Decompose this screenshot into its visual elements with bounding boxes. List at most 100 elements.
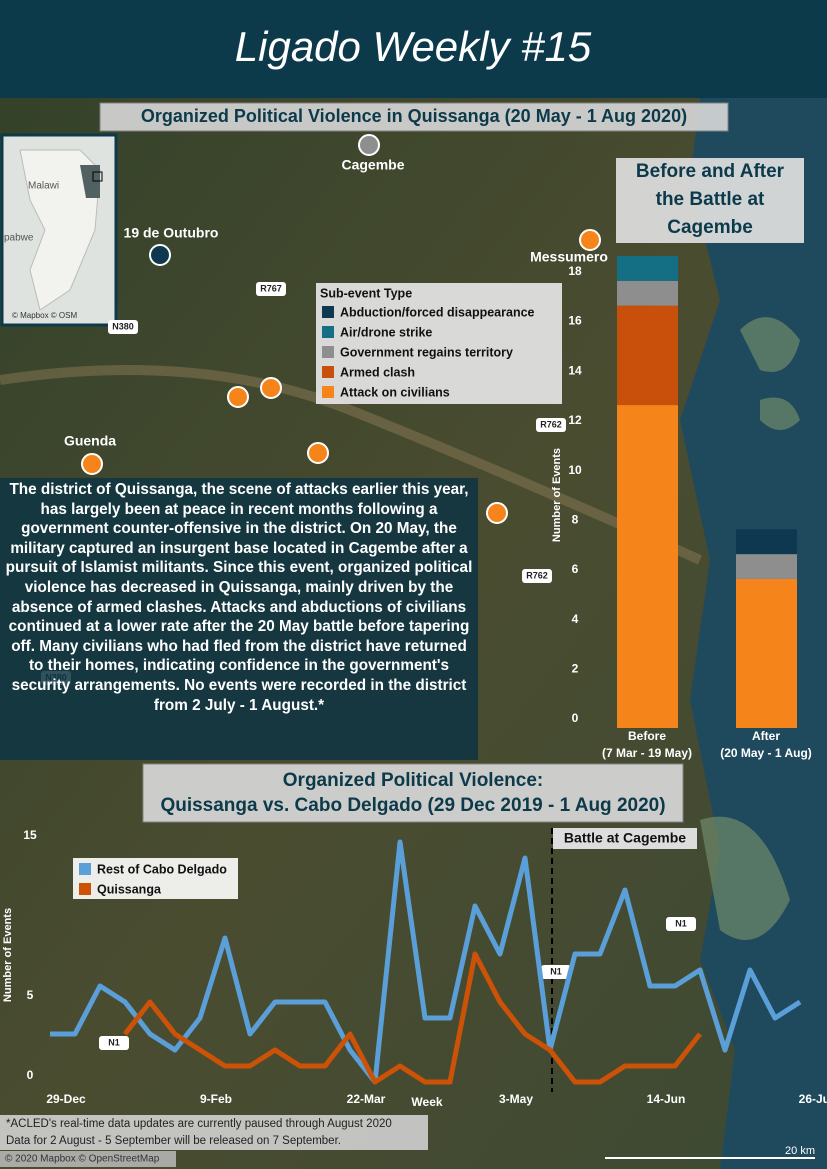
road-badge bbox=[541, 965, 571, 979]
inset-label: Malawi bbox=[28, 181, 59, 192]
legend-label: Abduction/forced disappearance bbox=[340, 305, 535, 319]
legend-swatch bbox=[322, 366, 334, 378]
bar-segment bbox=[736, 554, 797, 579]
event-marker bbox=[227, 386, 249, 408]
road-badge bbox=[536, 418, 566, 432]
event-marker bbox=[149, 244, 171, 266]
x-tick-label: 22-Mar bbox=[347, 1092, 386, 1106]
legend-label: Attack on civilians bbox=[340, 385, 450, 399]
y-tick-label: 5 bbox=[27, 988, 34, 1002]
annotation-box bbox=[553, 828, 697, 849]
road-label: N1 bbox=[108, 1037, 120, 1047]
road-badge bbox=[108, 320, 138, 334]
event-marker bbox=[307, 442, 329, 464]
credit-box bbox=[0, 1151, 176, 1167]
inset-country bbox=[19, 149, 101, 311]
bar-segment bbox=[617, 256, 678, 281]
x-tick-label: After bbox=[752, 729, 780, 743]
header-title: Ligado Weekly #15 bbox=[235, 23, 592, 70]
legend-label: Rest of Cabo Delgado bbox=[97, 862, 227, 876]
legend-swatch bbox=[79, 883, 91, 895]
legend-swatch bbox=[322, 326, 334, 338]
y-tick-label: 4 bbox=[572, 612, 579, 626]
bar-segment bbox=[617, 405, 678, 728]
inset-highlight bbox=[80, 165, 100, 198]
event-marker bbox=[260, 377, 282, 399]
road-label: R767 bbox=[260, 283, 282, 293]
road-badge bbox=[256, 282, 286, 296]
road-badge bbox=[666, 917, 696, 931]
legend-swatch bbox=[322, 306, 334, 318]
y-axis-label: Number of Events bbox=[551, 448, 563, 542]
road-label: N1 bbox=[550, 966, 562, 976]
y-tick-label: 2 bbox=[572, 661, 579, 675]
y-tick-label: 10 bbox=[568, 463, 582, 477]
road-label: N1 bbox=[675, 918, 687, 928]
y-tick-label: 16 bbox=[568, 314, 582, 328]
road-badge bbox=[99, 1036, 129, 1050]
road-badge bbox=[522, 569, 552, 583]
series-line bbox=[50, 839, 802, 1085]
inset-label: pabwe bbox=[4, 233, 34, 244]
event-marker bbox=[486, 502, 508, 524]
y-tick-label: 12 bbox=[568, 413, 582, 427]
event-marker bbox=[579, 229, 601, 251]
legend-label: Quissanga bbox=[97, 882, 162, 896]
legend-swatch bbox=[322, 346, 334, 358]
y-tick-label: 14 bbox=[568, 363, 582, 377]
series-line bbox=[123, 951, 702, 1085]
line-legend-box bbox=[73, 858, 238, 899]
road-label: R762 bbox=[526, 570, 548, 580]
chart-title: Organized Political Violence: bbox=[283, 770, 543, 791]
road-label: R762 bbox=[540, 419, 562, 429]
inset-marker bbox=[92, 171, 103, 182]
event-marker bbox=[81, 453, 103, 475]
y-tick-label: 15 bbox=[23, 828, 37, 842]
y-tick-label: 8 bbox=[572, 512, 579, 526]
map-credit: © 2020 Mapbox © OpenStreetMap bbox=[5, 1154, 160, 1165]
y-tick-label: 18 bbox=[568, 264, 582, 278]
x-tick-label: 9-Feb bbox=[200, 1092, 232, 1106]
x-tick-label: 14-Jun bbox=[647, 1092, 686, 1106]
x-tick-note: (20 May - 1 Aug) bbox=[720, 746, 812, 760]
x-tick-label: 3-May bbox=[499, 1092, 533, 1106]
bar-legend-box bbox=[316, 283, 562, 404]
y-tick-label: 6 bbox=[572, 562, 579, 576]
place-label: Cagembe bbox=[341, 157, 404, 173]
x-tick-label: Before bbox=[628, 729, 666, 743]
scale-label: 20 km bbox=[785, 1145, 815, 1157]
x-tick-label: 29-Dec bbox=[46, 1092, 86, 1106]
legend-swatch bbox=[322, 386, 334, 398]
river bbox=[0, 365, 703, 565]
annotation: Battle at Cagembe bbox=[564, 830, 686, 846]
x-axis-label: Week bbox=[411, 1095, 442, 1109]
chart-title: Before and After the Battle at Cagembe bbox=[636, 161, 785, 238]
event-marker bbox=[358, 134, 380, 156]
bar-segment bbox=[736, 578, 797, 728]
map-title-box bbox=[99, 102, 729, 132]
place-label: Guenda bbox=[64, 433, 116, 449]
legend-label: Government regains territory bbox=[340, 345, 513, 359]
inset-credit: © Mapbox © OSM bbox=[12, 311, 77, 320]
y-axis-label: Number of Events bbox=[2, 908, 14, 1002]
place-label: Messumero bbox=[530, 249, 608, 265]
bar-segment bbox=[617, 280, 678, 306]
x-tick-note: (7 Mar - 19 May) bbox=[602, 746, 692, 760]
road-label: N380 bbox=[112, 321, 134, 331]
footnote: *ACLED's real-time data updates are curr… bbox=[6, 1118, 392, 1130]
bar-segment bbox=[736, 529, 797, 555]
chart-subtitle: Quissanga vs. Cabo Delgado (29 Dec 2019 … bbox=[160, 795, 665, 816]
header-bar bbox=[0, 0, 827, 98]
summary-paragraph: The district of Quissanga, the scene of … bbox=[0, 478, 478, 760]
place-label: 19 de Outubro bbox=[124, 225, 219, 241]
map-title: Organized Political Violence in Quissang… bbox=[141, 106, 687, 126]
x-tick-label: 26-Jul bbox=[799, 1092, 827, 1106]
line-title-box bbox=[142, 763, 684, 823]
footnote-box bbox=[0, 1115, 428, 1150]
bar-title-box bbox=[616, 158, 804, 243]
legend-label: Armed clash bbox=[340, 365, 415, 379]
y-tick-label: 0 bbox=[572, 711, 579, 725]
legend-swatch bbox=[79, 863, 91, 875]
